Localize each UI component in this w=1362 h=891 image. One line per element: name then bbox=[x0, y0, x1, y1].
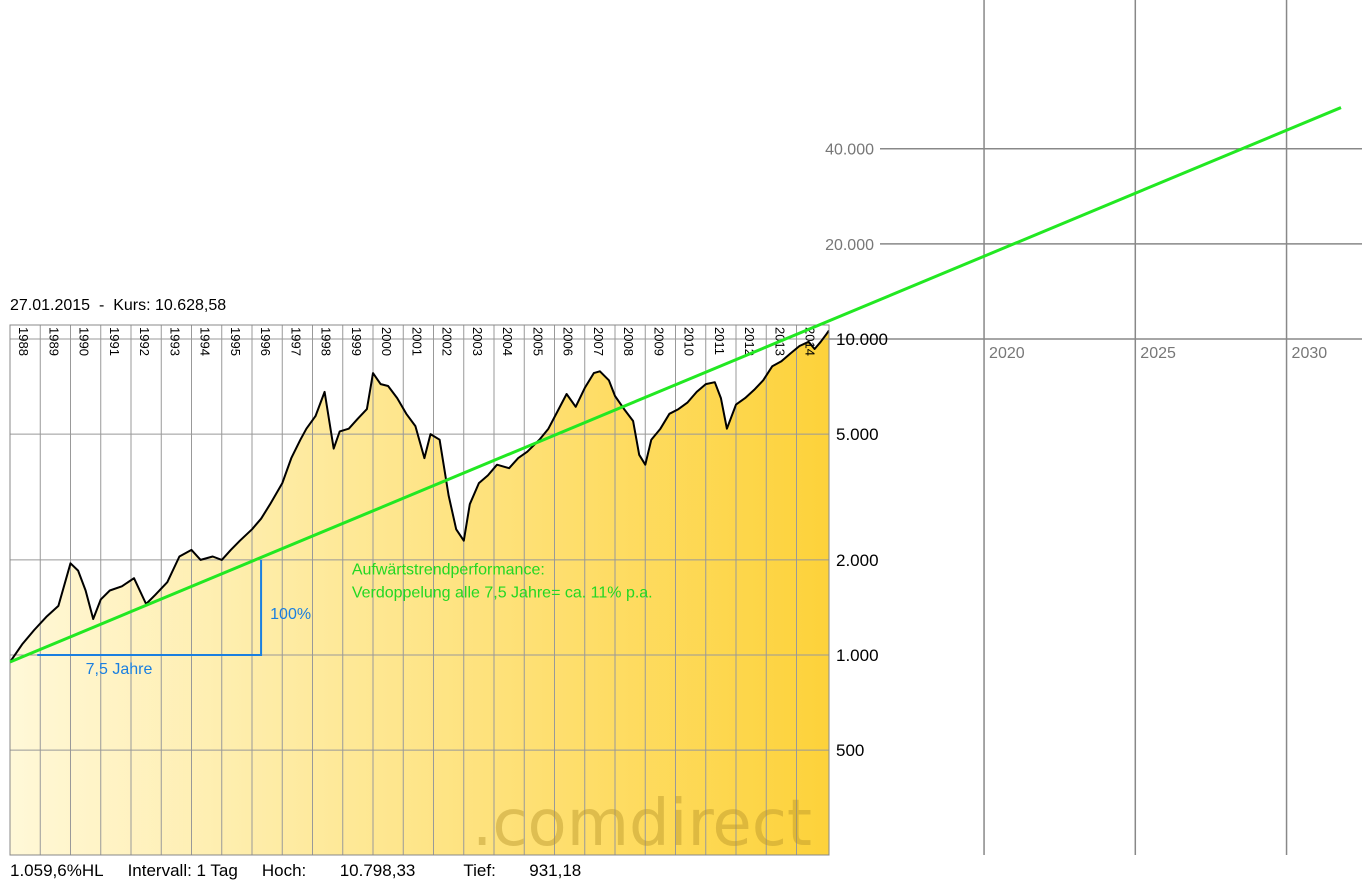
price-line-group bbox=[10, 330, 829, 663]
price-line bbox=[10, 330, 829, 663]
year-label: 2008 bbox=[621, 327, 636, 356]
year-label: 1995 bbox=[228, 327, 243, 356]
header-separator: - bbox=[98, 297, 105, 314]
year-label: 2000 bbox=[379, 327, 394, 356]
year-label: 1994 bbox=[198, 327, 213, 356]
watermark-logo: .comdirect bbox=[472, 787, 812, 861]
y-tick-label: 500 bbox=[836, 741, 864, 760]
footer-high-value: 10.798,33 bbox=[339, 861, 416, 880]
year-labels: 1988 1989 1990 1991 1992 1993 1994 1995 1996 1997… bbox=[16, 327, 818, 356]
year-label: 2005 bbox=[530, 327, 545, 356]
footer-low-label: Tief: bbox=[463, 861, 496, 880]
future-year-label: 2025 bbox=[1140, 345, 1176, 362]
year-label: 1993 bbox=[167, 327, 182, 356]
year-label: 2011 bbox=[712, 327, 727, 355]
year-label: 1996 bbox=[258, 327, 273, 356]
footer-hl: 1.059,6%HL bbox=[10, 861, 104, 880]
doubling-bracket bbox=[37, 559, 263, 656]
footer-high-label: Hoch: bbox=[261, 861, 307, 880]
y-tick-label: 2.000 bbox=[836, 551, 879, 570]
footer-low: Tief: 931,18 bbox=[463, 861, 605, 880]
trend-line bbox=[9, 106, 1342, 664]
header-date: 27.01.2015 bbox=[10, 297, 91, 314]
extended-grid bbox=[829, 0, 1362, 855]
year-label: 2009 bbox=[651, 327, 666, 356]
year-label: 1990 bbox=[77, 327, 92, 356]
doubling-bracket-line bbox=[37, 559, 263, 656]
footer-high: Hoch: 10.798,33 bbox=[262, 861, 440, 880]
chart-header: 27.01.2015 - Kurs: 10.628,58 bbox=[10, 297, 226, 315]
y-tick-label: 10.000 bbox=[836, 330, 888, 349]
future-year-label: 2020 bbox=[989, 345, 1025, 362]
y-axis-labels: 500 1.000 2.000 5.000 10.000 20.000 40.000 bbox=[825, 142, 888, 760]
year-label: 1991 bbox=[107, 327, 122, 356]
future-year-label: 2030 bbox=[1292, 345, 1328, 362]
year-label: 1998 bbox=[319, 327, 334, 356]
year-label: 1997 bbox=[288, 327, 303, 356]
year-label: 1992 bbox=[137, 327, 152, 356]
footer-low-value: 931,18 bbox=[529, 861, 582, 880]
header-kurs-value: 10.628,58 bbox=[154, 297, 227, 314]
year-label: 2001 bbox=[409, 327, 424, 356]
main-grid bbox=[10, 325, 829, 855]
footer-interval: Intervall: 1 Tag bbox=[127, 861, 238, 880]
chart-footer: 1.059,6%HL Intervall: 1 Tag Hoch: 10.798,3… bbox=[10, 861, 629, 881]
year-label: 2002 bbox=[440, 327, 455, 356]
year-label: 1988 bbox=[16, 327, 31, 356]
price-area-fill bbox=[10, 330, 829, 855]
annotation-text: Verdoppelung alle 7,5 Jahre= ca. 11% p.a… bbox=[352, 585, 653, 602]
year-label: 1999 bbox=[349, 327, 364, 356]
annotations: Aufwärtstrendperformance: Verdoppelung al… bbox=[86, 561, 653, 678]
year-label: 2007 bbox=[591, 327, 606, 356]
year-label: 2006 bbox=[561, 327, 576, 356]
y-tick-label: 5.000 bbox=[836, 425, 879, 444]
plot-frame bbox=[9, 324, 830, 856]
y-tick-label: 1.000 bbox=[836, 646, 879, 665]
year-label: 2004 bbox=[500, 327, 515, 356]
year-label: 2010 bbox=[682, 327, 697, 356]
year-label: 2014 bbox=[803, 327, 818, 356]
year-label: 1989 bbox=[46, 327, 61, 356]
annotation-text: Aufwärtstrendperformance: bbox=[352, 561, 545, 578]
trend-line-group bbox=[9, 106, 1342, 664]
future-year-labels: 2020 2025 2030 bbox=[989, 345, 1327, 362]
annotation-text: 100% bbox=[270, 606, 311, 623]
annotation-text: 7,5 Jahre bbox=[86, 661, 153, 678]
header-kurs-label: Kurs: bbox=[113, 297, 151, 314]
year-label: 2003 bbox=[470, 327, 485, 356]
y-tick-label: 20.000 bbox=[825, 237, 874, 254]
y-tick-label: 40.000 bbox=[825, 142, 874, 159]
price-area bbox=[10, 330, 829, 855]
year-label: 2012 bbox=[742, 327, 757, 356]
